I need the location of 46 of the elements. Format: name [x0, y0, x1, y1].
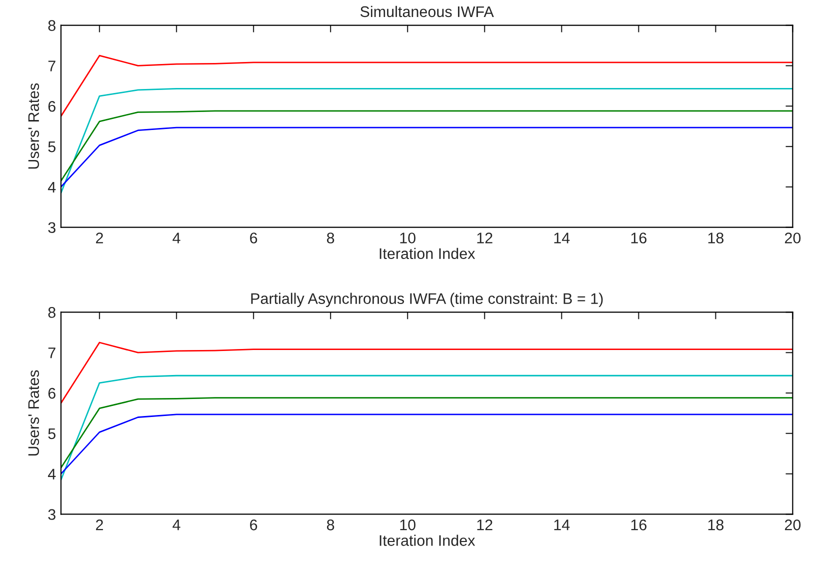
x-axis-title: Iteration Index — [380, 248, 476, 260]
y-tick-label: 5 — [48, 142, 56, 152]
line-series — [60, 110, 793, 182]
y-tick-label: 5 — [48, 428, 56, 440]
x-tick-label: 18 — [708, 519, 724, 530]
line-series — [60, 374, 793, 481]
chart-title: Partially Asynchronous IWFA (time constraint: B = 1) — [251, 292, 603, 308]
x-tick-label: 2 — [96, 519, 103, 530]
y-tick-label: 7 — [48, 348, 56, 358]
x-tick-label: 10 — [400, 519, 416, 530]
x-tick-label: 6 — [250, 519, 258, 530]
x-tick-label: 2 — [96, 232, 103, 244]
chart-title: Simultaneous IWFA — [360, 6, 494, 18]
y-tick-label: 7 — [48, 60, 56, 72]
y-tick-label: 6 — [48, 100, 56, 112]
line-series — [60, 126, 793, 188]
y-tick-label: 3 — [48, 509, 56, 520]
line-series — [60, 54, 793, 117]
y-axis-title: Users' Rates — [28, 83, 40, 169]
line-series — [60, 88, 793, 194]
x-tick-label: 12 — [477, 519, 492, 530]
x-tick-label: 14 — [554, 520, 570, 530]
y-tick-label: 8 — [48, 20, 56, 31]
y-tick-label: 3 — [48, 222, 56, 234]
line-series — [60, 397, 793, 468]
x-tick-label: 8 — [326, 232, 334, 244]
x-axis-title: Iteration Index — [380, 534, 476, 546]
x-tick-label: 4 — [172, 232, 180, 244]
line-series — [60, 414, 793, 475]
y-axis-title: Users' Rates — [28, 370, 40, 456]
y-tick-label: 4 — [48, 182, 56, 192]
y-tick-label: 6 — [48, 388, 56, 399]
x-tick-label: 14 — [554, 232, 570, 244]
x-tick-label: 20 — [784, 232, 801, 244]
x-tick-label: 10 — [400, 232, 416, 244]
x-tick-label: 4 — [172, 520, 180, 530]
y-tick-label: 8 — [48, 307, 56, 318]
x-tick-label: 16 — [631, 519, 646, 530]
x-tick-label: 6 — [250, 232, 258, 244]
x-tick-label: 20 — [784, 519, 801, 530]
x-tick-label: 18 — [708, 232, 724, 244]
x-tick-label: 8 — [326, 519, 334, 530]
x-tick-label: 16 — [631, 232, 646, 244]
x-tick-label: 12 — [477, 232, 492, 244]
y-tick-label: 4 — [48, 468, 56, 480]
line-series — [60, 342, 793, 404]
